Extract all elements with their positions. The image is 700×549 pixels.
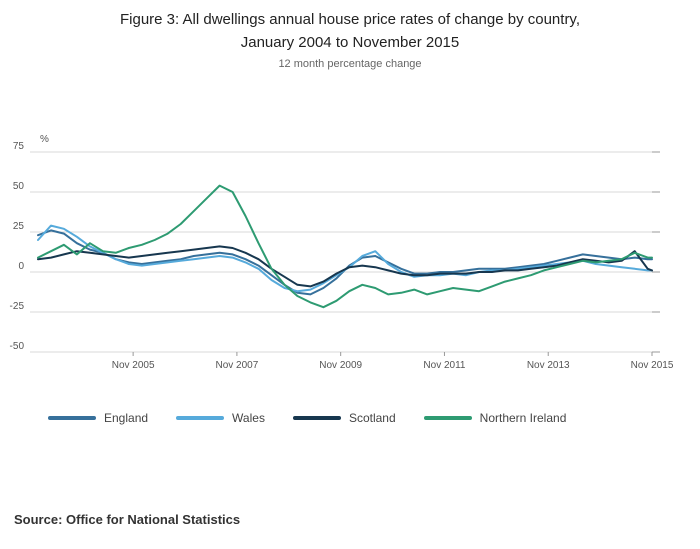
legend-swatch-england — [48, 416, 96, 420]
source-note: Source: Office for National Statistics — [14, 512, 241, 527]
legend-item-northern-ireland: Northern Ireland — [423, 411, 567, 425]
y-tick-label: 0 — [18, 261, 24, 272]
figure-title-line1: Figure 3: All dwellings annual house pri… — [120, 11, 580, 28]
series-line-england — [37, 229, 653, 296]
plot-svg: 75 50 25 0 -25 -50% Nov 2005 Nov 2007 Nov 2009 No… — [10, 134, 674, 371]
legend-label-scotland: Scotland — [348, 411, 396, 425]
y-axis-unit-label: % — [40, 134, 49, 145]
y-tick-label: 75 — [13, 141, 25, 152]
y-tick-label: -25 — [10, 301, 25, 312]
legend-item-scotland: Scotland — [292, 411, 396, 425]
series-line-northern-ireland — [37, 184, 653, 309]
y-tick-label: 25 — [13, 221, 25, 232]
series-line-scotland — [37, 245, 653, 288]
y-tick-label: -50 — [10, 341, 25, 352]
chart-subtitle: 12 month percentage change — [278, 58, 422, 70]
x-tick-label: Nov 2009 — [319, 360, 362, 371]
legend-item-england: England — [48, 411, 148, 425]
legend-label-england: England — [104, 411, 149, 425]
y-tick-label: 50 — [13, 181, 25, 192]
legend-swatch-scotland — [292, 416, 341, 420]
x-tick-label: Nov 2007 — [215, 360, 258, 371]
x-tick-label: Nov 2011 — [423, 360, 466, 371]
legend-swatch-wales — [176, 416, 225, 420]
x-tick-label: Nov 2015 — [631, 360, 674, 371]
figure-title-line2: January 2004 to November 2015 — [240, 34, 460, 51]
x-tick-label: Nov 2013 — [527, 360, 570, 371]
legend-label-wales: Wales — [232, 411, 265, 425]
legend: England Wales Scotland Northern Ireland — [0, 408, 700, 428]
legend-label-northern-ireland: Northern Ireland — [479, 411, 567, 425]
legend-item-wales: Wales — [176, 411, 265, 425]
figure-title: Figure 3: All dwellings annual house pri… — [0, 8, 700, 54]
legend-swatch-northern-ireland — [423, 416, 472, 420]
x-tick-label: Nov 2005 — [112, 360, 155, 371]
